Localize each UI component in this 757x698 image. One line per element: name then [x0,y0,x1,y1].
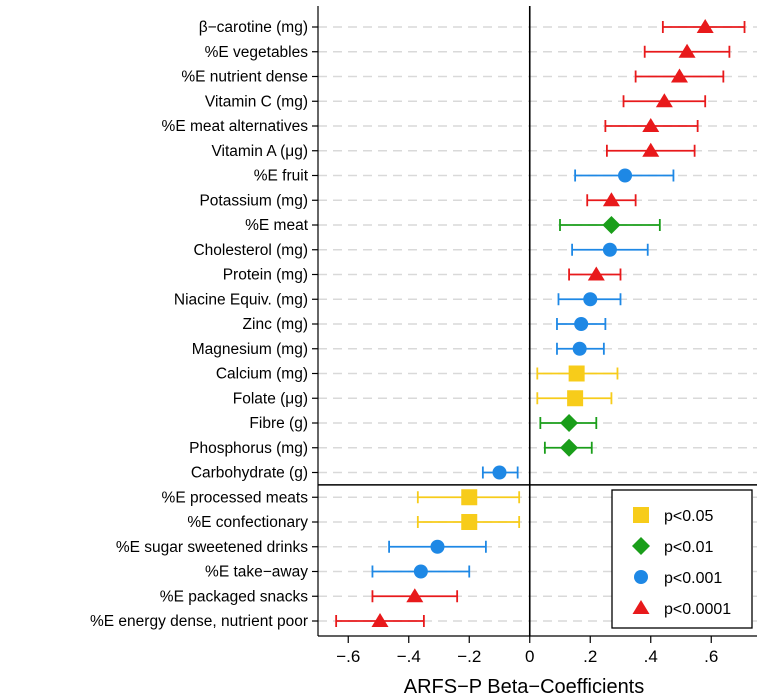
legend-marker [633,507,649,523]
point-marker [602,216,621,234]
row-label: %E confectionary [187,514,308,531]
point-marker [560,414,579,432]
row-label: %E nutrient dense [181,69,308,86]
point-marker [602,242,617,257]
point-marker [618,168,633,183]
row-label: %E meat alternatives [162,118,309,135]
data-points [335,19,746,627]
row-label: Protein (mg) [223,267,308,284]
row-label: Potassium (mg) [199,192,308,209]
row-label: %E energy dense, nutrient poor [90,613,308,630]
point-marker [560,438,579,457]
row-label: Calcium (mg) [216,366,308,383]
legend-marker [632,600,650,614]
row-label: %E vegetables [205,44,309,61]
row-label: Niacine Equiv. (mg) [174,291,308,308]
x-tick-label: 0 [525,647,534,666]
x-tick-label: −.4 [397,647,421,666]
point-marker [430,539,445,554]
point-marker [696,19,714,33]
point-marker [642,142,660,157]
legend-label: p<0.01 [664,539,713,556]
x-tick-label: −.2 [457,647,481,666]
row-labels: β−carotine (mg) %E vegetables %E nutrient … [90,19,309,630]
legend-marker [632,537,650,555]
x-axis-title: ARFS−P Beta−Coefficients [404,676,645,698]
row-label: %E fruit [254,168,309,185]
point-marker [678,43,696,58]
point-marker [567,390,584,407]
legend: p<0.05 p<0.01 p<0.001 p<0.0001 [611,489,753,629]
row-label: Vitamin A (μg) [211,143,308,160]
point-marker [587,266,605,281]
axes: −.6 −.4 −.2 0 .2 .4 .6 [312,6,757,666]
point-marker [461,489,478,506]
point-marker [642,118,660,132]
point-marker [572,341,587,356]
row-label: %E packaged snacks [160,588,308,605]
point-marker [371,613,389,627]
row-label: Magnesium (mg) [192,341,308,358]
row-label: Vitamin C (mg) [205,93,308,110]
x-tick-label: .6 [704,647,718,666]
point-marker [413,564,428,579]
row-label: β−carotine (mg) [199,19,308,36]
x-tick-label: .4 [644,647,658,666]
point-marker [655,93,673,108]
row-label: Zinc (mg) [243,316,308,333]
legend-label: p<0.001 [664,570,722,587]
x-tick-label: .2 [583,647,597,666]
point-marker [461,514,478,530]
row-label: %E sugar sweetened drinks [116,539,308,556]
legend-label: p<0.0001 [664,601,731,618]
point-marker [406,588,424,603]
point-marker [568,365,585,382]
row-label: Cholesterol (mg) [193,242,308,259]
row-label: %E take−away [205,564,308,581]
row-label: %E processed meats [162,489,309,506]
row-label: Folate (μg) [233,390,308,407]
point-marker [583,292,598,307]
point-marker [602,192,620,207]
legend-label: p<0.05 [664,508,713,525]
row-label: Phosphorus (mg) [189,440,308,457]
legend-marker [634,570,648,584]
x-tick-label: −.6 [336,647,360,666]
point-marker [492,465,507,480]
row-label: Carbohydrate (g) [191,465,308,482]
point-marker [670,68,688,83]
row-label: Fibre (g) [249,415,308,432]
point-marker [574,317,589,331]
row-label: %E meat [245,217,309,234]
